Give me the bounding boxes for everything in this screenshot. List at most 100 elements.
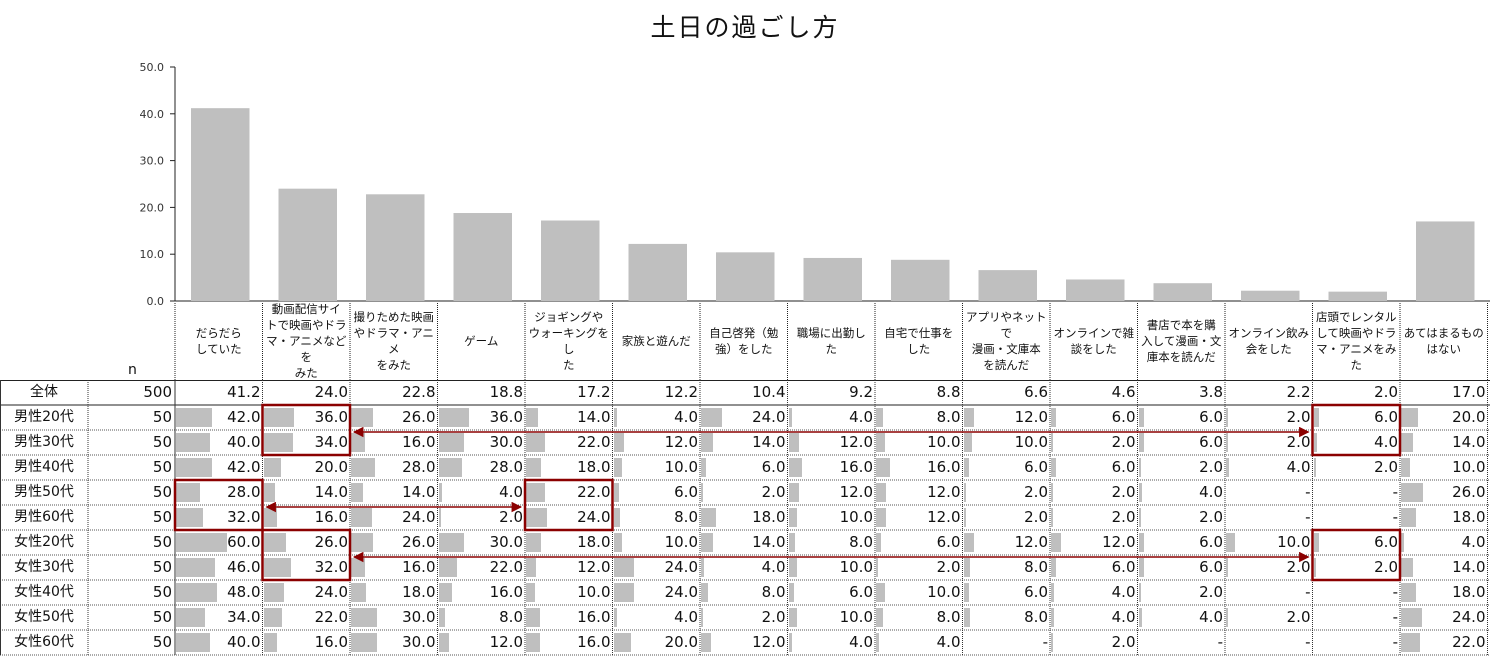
- data-bar: [351, 433, 365, 452]
- data-bar: [788, 508, 798, 527]
- value-text: 4.0: [1286, 458, 1311, 476]
- value-text: 10.0: [839, 558, 873, 576]
- data-bar: [876, 583, 885, 602]
- value-text: 2.0: [936, 558, 961, 576]
- data-bar: [1313, 558, 1316, 577]
- bar: [1328, 291, 1387, 301]
- value-text: 4.0: [1111, 583, 1136, 601]
- value-cell: -: [963, 630, 1051, 655]
- value-text: 6.6: [1024, 383, 1048, 401]
- value-cell: 2.0: [1138, 505, 1226, 530]
- value-text: 2.0: [1111, 508, 1136, 526]
- value-cell: 4.0: [788, 405, 876, 430]
- value-cell: 8.0: [700, 580, 788, 605]
- value-text: 16.0: [402, 558, 436, 576]
- value-text: 9.2: [849, 383, 873, 401]
- bar: [1241, 290, 1300, 301]
- value-cell: 42.0: [175, 455, 263, 480]
- value-text: 2.2: [1286, 383, 1311, 401]
- value-cell: 24.0: [613, 580, 701, 605]
- value-cell: 4.0: [438, 480, 526, 505]
- data-bar: [963, 433, 973, 452]
- value-cell: 2.2: [1225, 380, 1313, 405]
- data-bar: [613, 533, 623, 552]
- data-bar: [176, 633, 211, 652]
- value-cell: 10.4: [700, 380, 788, 405]
- n-cell: 500: [143, 383, 172, 401]
- value-cell: 2.0: [1225, 555, 1313, 580]
- value-text: 10.0: [1452, 458, 1486, 476]
- value-cell: -: [1225, 505, 1313, 530]
- value-cell: 2.0: [1050, 505, 1138, 530]
- n-cell: 50: [152, 408, 172, 426]
- value-cell: 30.0: [438, 430, 526, 455]
- n-cell: 50: [152, 608, 172, 626]
- value-text: 22.0: [577, 433, 611, 451]
- data-bar: [526, 633, 540, 652]
- value-cell: 24.0: [700, 405, 788, 430]
- data-bar: [876, 558, 878, 577]
- value-cell: 30.0: [438, 530, 526, 555]
- data-bar: [263, 458, 281, 477]
- value-cell: 12.0: [525, 555, 613, 580]
- data-bar: [1138, 558, 1144, 577]
- value-text: 30.0: [489, 433, 523, 451]
- data-bar: [1226, 533, 1235, 552]
- y-tick-label: 30.0: [140, 155, 165, 168]
- value-text: -: [1392, 633, 1398, 651]
- value-text: 26.0: [402, 408, 436, 426]
- n-cell: 50: [152, 508, 172, 526]
- value-cell: 6.0: [1050, 455, 1138, 480]
- value-cell: 16.0: [875, 455, 963, 480]
- value-cell: 2.0: [1138, 580, 1226, 605]
- value-text: 6.0: [1024, 458, 1048, 476]
- data-bar: [526, 483, 545, 502]
- value-cell: 4.0: [1400, 530, 1488, 555]
- data-bar: [1401, 508, 1417, 527]
- value-cell: 20.0: [263, 455, 351, 480]
- data-bar: [701, 608, 703, 627]
- value-text: 4.0: [674, 608, 698, 626]
- value-cell: 26.0: [1400, 480, 1488, 505]
- value-text: 8.0: [849, 533, 873, 551]
- value-text: 48.0: [227, 583, 261, 601]
- value-cell: 18.0: [700, 505, 788, 530]
- value-text: 16.0: [839, 458, 873, 476]
- value-text: 6.0: [1111, 408, 1136, 426]
- data-bar: [613, 408, 617, 427]
- data-bar: [176, 583, 218, 602]
- data-bar: [963, 558, 971, 577]
- bar: [1416, 221, 1475, 301]
- value-text: 14.0: [1452, 558, 1486, 576]
- value-cell: 20.0: [613, 630, 701, 655]
- value-text: 6.0: [1374, 408, 1398, 426]
- value-cell: 24.0: [263, 380, 351, 405]
- value-cell: 10.0: [875, 580, 963, 605]
- value-text: 4.0: [1199, 608, 1223, 626]
- table-row: 男性30代 50 40.0 34.0 16.0 30.0 22.0 12.0 14.0 12.0 1…: [0, 430, 1490, 455]
- value-cell: -: [1225, 580, 1313, 605]
- data-bar: [1051, 483, 1053, 502]
- data-bar: [963, 608, 971, 627]
- row-label: 男性40代: [14, 459, 74, 475]
- data-bar: [1138, 433, 1144, 452]
- value-text: 6.0: [1199, 408, 1223, 426]
- data-bar: [526, 558, 537, 577]
- bar: [803, 257, 862, 301]
- data-bar: [526, 433, 545, 452]
- value-cell: 6.0: [700, 455, 788, 480]
- data-bar: [788, 533, 796, 552]
- category-label: ジョギングや ウォーキングをし た: [528, 310, 609, 372]
- data-bar: [1051, 633, 1053, 652]
- value-cell: 6.0: [1138, 555, 1226, 580]
- value-text: 8.0: [499, 608, 523, 626]
- value-text: 4.0: [761, 558, 786, 576]
- value-cell: 6.0: [875, 530, 963, 555]
- data-bar: [1401, 433, 1413, 452]
- row-label: 女性50代: [14, 609, 74, 625]
- value-text: 42.0: [227, 458, 261, 476]
- value-cell: 4.0: [613, 605, 701, 630]
- data-bar: [176, 533, 228, 552]
- value-cell: 14.0: [525, 405, 613, 430]
- row-label: 女性20代: [14, 534, 74, 550]
